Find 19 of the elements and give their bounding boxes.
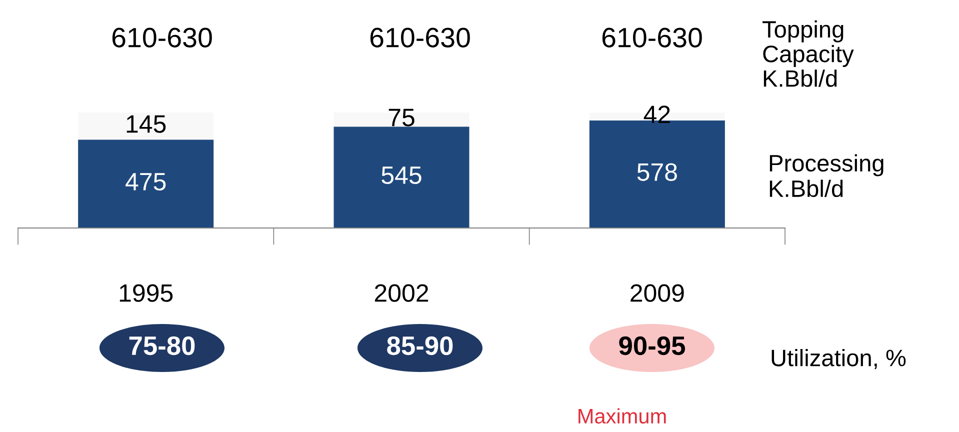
text: 610-630 xyxy=(602,28,702,48)
text: 85-90 xyxy=(387,336,453,356)
text: Utilization, % xyxy=(772,348,906,370)
data-label: 475 xyxy=(126,173,166,191)
text: Topping Capacity K.Bbl/d xyxy=(762,20,854,87)
data-label: 145 xyxy=(126,115,166,133)
x-tick-label: 1995 xyxy=(120,284,173,302)
text: 610-630 xyxy=(112,28,212,48)
data-label: 545 xyxy=(382,166,422,184)
data-label: 75 xyxy=(388,108,414,126)
text: 90-95 xyxy=(619,336,686,356)
text: 75-80 xyxy=(129,336,195,356)
annotation: Processing K.Bbl/d xyxy=(770,154,884,198)
text: Maximum xyxy=(578,408,666,424)
text: 610-630 xyxy=(370,28,470,48)
x-tick-label: 2002 xyxy=(374,284,428,302)
x-tick-label: 2009 xyxy=(630,284,684,302)
data-label: 42 xyxy=(644,106,670,124)
data-label: 578 xyxy=(637,163,677,181)
